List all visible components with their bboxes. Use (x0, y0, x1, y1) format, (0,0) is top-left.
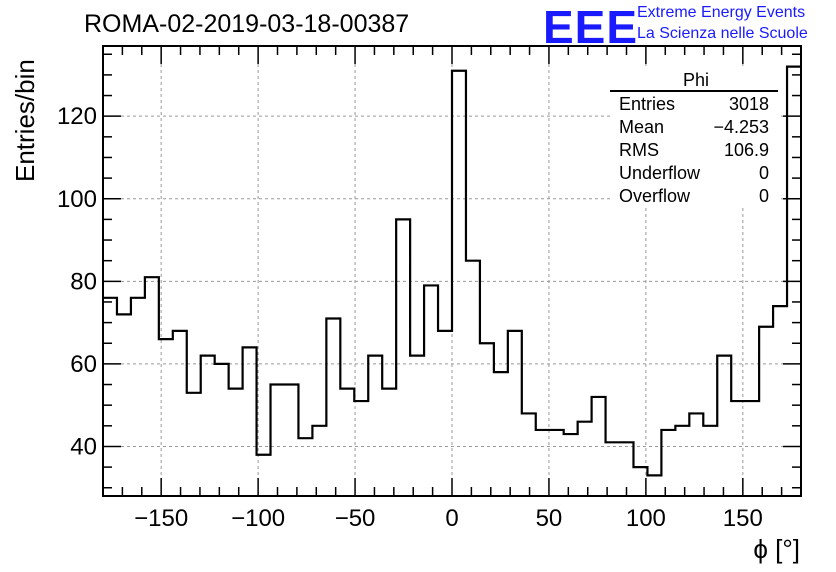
histogram-bin (354, 401, 368, 496)
stats-row-value: 0 (759, 186, 769, 206)
histogram-bin (508, 331, 522, 496)
histogram-bin (298, 438, 312, 496)
stats-row-value: 0 (759, 163, 769, 183)
histogram-bin (243, 347, 257, 496)
eee-logo-mark: EEE (543, 1, 639, 53)
histogram-bin (103, 298, 117, 496)
histogram-bin (675, 426, 689, 496)
histogram-bin (759, 327, 773, 496)
stats-row-label: Underflow (619, 163, 701, 183)
y-tick-label: 60 (70, 351, 97, 378)
x-tick-label: −150 (134, 505, 188, 532)
logo-subtitle-line2: La Scienza nelle Scuole (637, 25, 808, 42)
stats-row-label: Entries (619, 94, 675, 114)
x-tick-label: 150 (723, 505, 763, 532)
histogram-bin (647, 475, 661, 496)
histogram-step-line (103, 65, 801, 477)
histogram-bin (284, 385, 298, 496)
histogram-bin (661, 430, 675, 496)
histogram-bin (396, 219, 410, 496)
x-axis-title: ϕ [°] (753, 534, 800, 564)
histogram-bin (131, 298, 145, 496)
histogram-bin (326, 318, 340, 496)
histogram-bin (689, 413, 703, 496)
x-tick-label: −100 (231, 505, 285, 532)
histogram-bin (229, 389, 243, 496)
histogram-bin (703, 426, 717, 496)
logo-subtitle-line1: Extreme Energy Events (637, 4, 806, 21)
x-tick-label: 0 (445, 505, 458, 532)
histogram-bin (717, 356, 731, 496)
histogram-bin (522, 413, 536, 496)
y-tick-labels: 40 60 80 100 120 (57, 103, 97, 460)
axis-ticks (102, 46, 802, 496)
histogram-bin (187, 393, 201, 496)
y-tick-label: 40 (70, 433, 97, 460)
stats-box-title: Phi (683, 70, 709, 90)
x-tick-labels: −150 −100 −50 0 50 100 150 (134, 505, 763, 532)
stats-row-value: −4.253 (713, 117, 769, 137)
histogram-bin (145, 277, 159, 496)
histogram-bin (466, 261, 480, 496)
eee-logo: EEE Extreme Energy Events La Scienza nel… (543, 1, 833, 53)
histogram-bin (745, 401, 759, 496)
histogram-bin (578, 422, 592, 496)
x-tick-label: 100 (626, 505, 666, 532)
stats-row-label: Overflow (619, 186, 691, 206)
y-tick-label: 80 (70, 268, 97, 295)
stats-row-value: 106.9 (724, 140, 769, 160)
stats-box-background (610, 66, 778, 206)
histogram-bin (340, 389, 354, 496)
histogram-bin (410, 356, 424, 496)
stats-box: Phi Entries 3018 Mean −4.253 RMS 106.9 Underflo… (610, 66, 778, 206)
y-tick-label: 100 (57, 186, 97, 213)
histogram-bin (201, 356, 215, 496)
histogram-bin (452, 71, 466, 496)
y-axis-title: Entries/bin (10, 59, 40, 182)
histogram-bin (382, 389, 396, 496)
histogram-bin (480, 343, 494, 496)
histogram-bin (159, 339, 173, 496)
x-tick-label: −50 (335, 505, 376, 532)
stats-row-value: 3018 (729, 94, 769, 114)
histogram-bin (173, 331, 187, 496)
x-tick-label: 50 (536, 505, 563, 532)
histogram-bin (592, 397, 606, 496)
histogram-bin (494, 372, 508, 496)
run-title: ROMA-02-2019-03-18-00387 (84, 10, 410, 38)
y-tick-label: 120 (57, 103, 97, 130)
histogram-bin (271, 385, 285, 496)
histogram-bin (564, 434, 578, 496)
stats-row-label: Mean (619, 117, 664, 137)
histogram-bin (312, 426, 326, 496)
histogram-bin (424, 285, 438, 496)
histogram-bin (368, 356, 382, 496)
histogram-bin (773, 306, 787, 496)
stats-row-label: RMS (619, 140, 659, 160)
histogram-bin (215, 364, 229, 496)
histogram-bin (550, 430, 564, 496)
histogram-bin (117, 314, 131, 496)
histogram-bin (536, 430, 550, 496)
histogram-bin (438, 331, 452, 496)
histogram-bars (103, 65, 801, 496)
